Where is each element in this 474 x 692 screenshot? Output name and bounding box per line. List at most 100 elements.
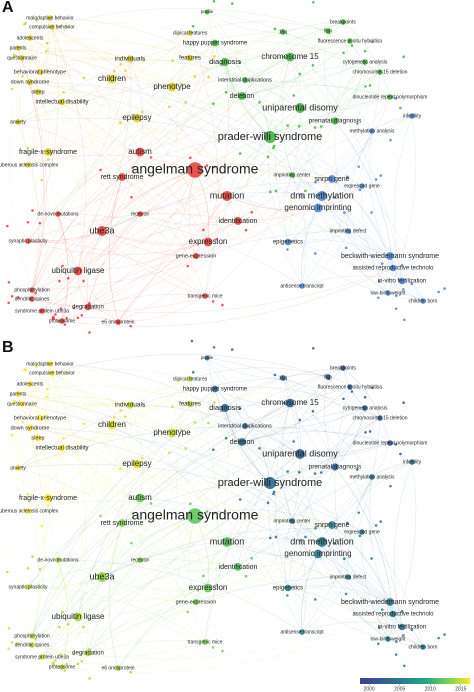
edge bbox=[39, 57, 131, 73]
edge bbox=[57, 30, 329, 215]
small-node bbox=[374, 178, 378, 181]
node bbox=[220, 57, 230, 67]
node-label: features bbox=[179, 56, 201, 62]
edge bbox=[48, 363, 63, 449]
small-node bbox=[319, 125, 323, 128]
edge bbox=[237, 531, 363, 568]
edge bbox=[29, 383, 173, 434]
edge bbox=[342, 367, 391, 444]
edge bbox=[51, 372, 228, 543]
edge bbox=[29, 369, 191, 385]
node-label: genomic imprinting bbox=[284, 203, 351, 212]
small-node bbox=[443, 287, 446, 290]
edge bbox=[224, 61, 301, 109]
small-node bbox=[400, 610, 404, 613]
node-label: beckwith-wiedemann syndrome bbox=[341, 253, 439, 260]
small-node bbox=[80, 314, 84, 317]
edge bbox=[214, 42, 293, 176]
edge bbox=[29, 81, 363, 187]
small-node bbox=[61, 264, 64, 268]
node-label: clinical features bbox=[173, 376, 208, 382]
node-label: interstitial duplications bbox=[218, 423, 272, 429]
edge bbox=[241, 402, 291, 443]
edge bbox=[117, 255, 197, 323]
edge bbox=[51, 26, 373, 132]
node-label: fragile-x-syndrome bbox=[19, 149, 77, 156]
small-node bbox=[7, 301, 10, 305]
edge bbox=[57, 559, 79, 618]
edge bbox=[224, 31, 284, 63]
edge bbox=[189, 403, 243, 443]
edge bbox=[214, 42, 336, 122]
small-node bbox=[378, 280, 381, 283]
small-node bbox=[402, 288, 405, 291]
edge bbox=[206, 357, 391, 444]
edge bbox=[244, 407, 366, 429]
small-node bbox=[58, 625, 61, 629]
edge bbox=[301, 553, 319, 633]
small-node bbox=[258, 447, 261, 450]
small-node bbox=[394, 640, 398, 643]
node bbox=[167, 428, 177, 438]
node-label: phosphorylation bbox=[14, 287, 50, 293]
node-label: 15q bbox=[279, 375, 288, 381]
node-label: imprinting defect bbox=[330, 574, 367, 580]
edge bbox=[108, 522, 123, 669]
node-label: in-vitro fertilization bbox=[378, 279, 426, 285]
node bbox=[186, 54, 194, 62]
edge bbox=[29, 383, 131, 406]
edge bbox=[195, 195, 228, 257]
edge bbox=[27, 213, 141, 242]
edge bbox=[291, 174, 307, 287]
edge bbox=[41, 522, 123, 658]
edge bbox=[41, 79, 246, 312]
node bbox=[107, 74, 117, 84]
edge bbox=[17, 47, 173, 88]
edge bbox=[57, 58, 131, 215]
edge bbox=[282, 31, 403, 282]
small-node bbox=[205, 164, 209, 167]
edge bbox=[289, 402, 373, 478]
node bbox=[137, 557, 143, 563]
edge bbox=[334, 71, 381, 122]
small-node bbox=[168, 105, 171, 109]
edge bbox=[299, 442, 391, 457]
edge bbox=[287, 61, 366, 243]
node bbox=[29, 633, 35, 639]
edge bbox=[282, 377, 351, 389]
edge bbox=[361, 531, 424, 648]
node bbox=[389, 610, 397, 618]
small-node bbox=[35, 365, 38, 368]
node bbox=[387, 440, 393, 446]
edge bbox=[121, 176, 197, 257]
node bbox=[386, 252, 394, 260]
edge bbox=[61, 541, 228, 668]
node-label: epigenetics bbox=[273, 586, 303, 592]
edge bbox=[27, 497, 141, 588]
edge bbox=[301, 576, 349, 633]
small-node bbox=[314, 180, 317, 184]
node bbox=[39, 654, 45, 660]
small-node bbox=[66, 623, 70, 626]
edge bbox=[16, 383, 31, 469]
small-node bbox=[140, 110, 144, 114]
edge bbox=[284, 174, 293, 243]
edge bbox=[226, 407, 366, 543]
node bbox=[187, 162, 203, 178]
edge bbox=[287, 115, 413, 243]
edge bbox=[61, 169, 196, 322]
node bbox=[97, 572, 107, 582]
small-node bbox=[63, 669, 67, 672]
color-bar-tick-label: 2005 bbox=[394, 686, 405, 692]
small-node bbox=[363, 49, 367, 53]
edge bbox=[17, 118, 363, 187]
small-node bbox=[45, 387, 49, 391]
node bbox=[345, 574, 351, 580]
small-node bbox=[7, 647, 10, 651]
edge bbox=[27, 230, 103, 243]
small-node bbox=[193, 75, 197, 78]
edge bbox=[51, 26, 138, 119]
edge bbox=[334, 386, 351, 578]
edge bbox=[31, 541, 323, 637]
